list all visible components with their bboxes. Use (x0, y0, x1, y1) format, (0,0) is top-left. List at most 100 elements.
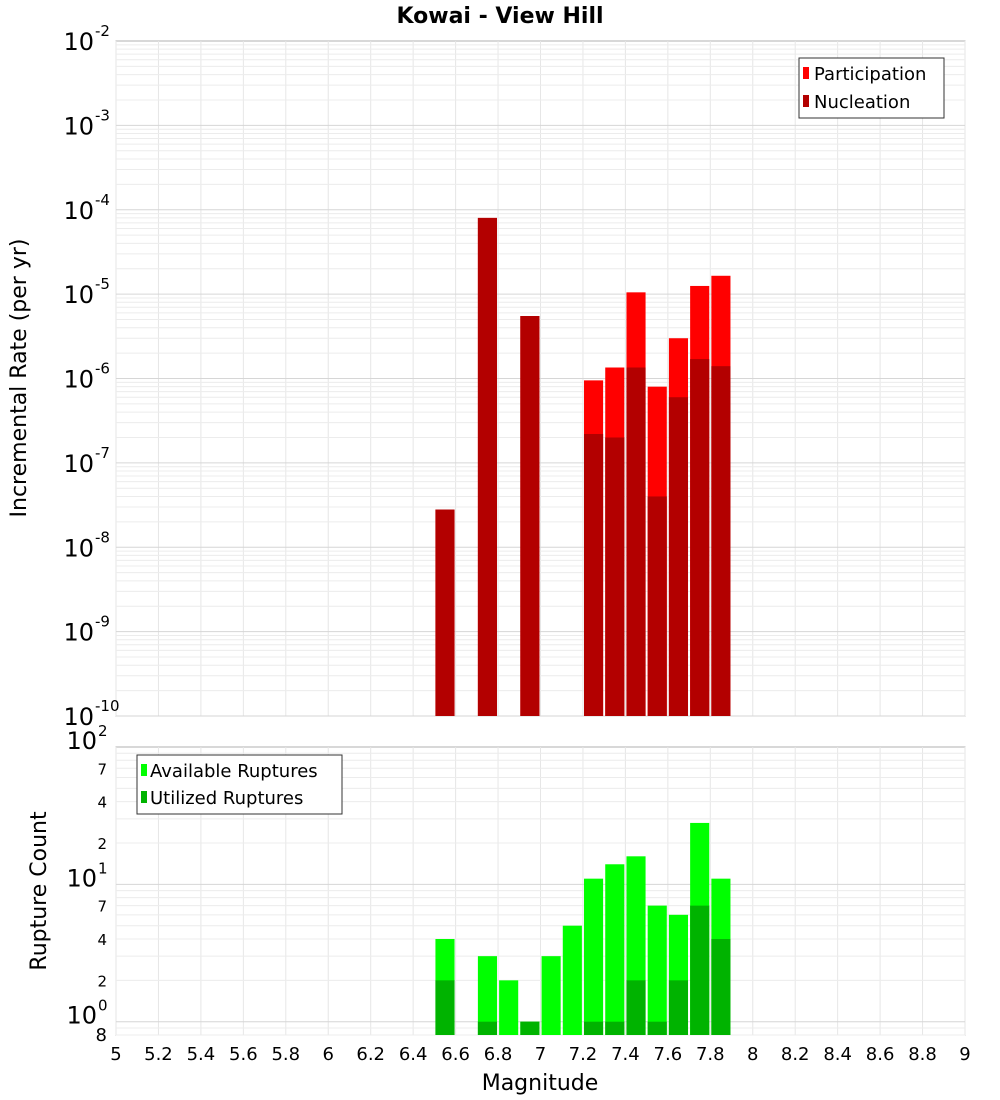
x-tick-label: 5.4 (187, 1044, 216, 1065)
legend-swatch-participation (803, 67, 809, 79)
y-tick-label: 10 (63, 703, 94, 731)
x-tick-label: 7.4 (611, 1044, 640, 1065)
legend-swatch-nucleation (803, 95, 809, 107)
x-ticks: 5 5.2 5.4 5.6 5.8 6 6.2 6.4 6.6 6.8 7 7.2 7.4 7.6 7.8 8… (110, 1044, 970, 1065)
bottom-bar-b (584, 1021, 604, 1035)
x-tick-label: 7.6 (654, 1044, 683, 1065)
y-tick-exponent: -2 (95, 22, 110, 40)
y-tick-exponent: -5 (95, 275, 110, 293)
bottom-legend-box (136, 754, 343, 815)
y-tick-exponent: -8 (95, 528, 110, 546)
bottom-bar-b (626, 980, 646, 1035)
x-tick-label: 8.2 (781, 1044, 810, 1065)
legend-label-utilized-ruptures: Utilized Ruptures (150, 788, 303, 809)
y-tick-label: 10 (63, 534, 94, 562)
y-tick-exponent: -4 (95, 191, 110, 209)
x-tick-label: 9 (959, 1044, 970, 1065)
top-bar-b (626, 367, 646, 716)
x-tick-label: 6.2 (356, 1044, 385, 1065)
x-tick-label: 8 (747, 1044, 758, 1065)
bottom-bar-b (477, 1021, 497, 1035)
y-tick-exponent: -6 (95, 360, 110, 378)
top-y-axis-label: Incremental Rate (per yr) (7, 239, 32, 518)
x-tick-label: 6.6 (441, 1044, 470, 1065)
y-tick-label: 10 (66, 727, 97, 755)
top-bars (435, 217, 731, 716)
top-bar-b (711, 366, 731, 716)
y-tick-label: 10 (66, 864, 97, 892)
legend-label-nucleation: Nucleation (814, 92, 910, 113)
bottom-bar-b (647, 1021, 667, 1035)
bottom-bar-b (690, 905, 710, 1035)
x-tick-label: 8.4 (823, 1044, 852, 1065)
y-tick-label: 10 (66, 1002, 97, 1030)
bottom-bar-b (668, 980, 689, 1035)
y-tick-exponent: -9 (95, 613, 110, 631)
top-bar-b (584, 433, 604, 716)
bottom-bar-a (541, 956, 561, 1035)
y-tick-label: 10 (63, 112, 94, 140)
top-bar-b (605, 437, 625, 716)
y-minor-tick-label: 7 (97, 760, 107, 778)
y-minor-tick-label: 7 (97, 898, 107, 916)
y-minor-tick-label: 4 (97, 931, 107, 949)
x-tick-label: 6.4 (399, 1044, 428, 1065)
y-tick-exponent: 0 (98, 997, 108, 1015)
x-tick-label: 5.8 (271, 1044, 300, 1065)
legend-swatch-utilized-ruptures (141, 791, 147, 803)
bottom-bar-a (605, 864, 625, 1035)
bottom-bar-a (562, 925, 582, 1035)
y-tick-exponent: 2 (98, 722, 108, 740)
x-tick-label: 5.2 (144, 1044, 173, 1065)
top-bar-b (520, 316, 540, 716)
bottom-y-axis-label: Rupture Count (27, 811, 52, 971)
y-tick-label: 10 (63, 28, 94, 56)
y-tick-label: 10 (63, 366, 94, 394)
y-tick-exponent: 1 (98, 859, 108, 877)
y-tick-label: 10 (63, 450, 94, 478)
legend-label-participation: Participation (814, 64, 926, 85)
x-tick-label: 6 (323, 1044, 334, 1065)
bottom-bar-a (499, 980, 519, 1035)
x-tick-label: 5 (110, 1044, 121, 1065)
top-legend-box (798, 57, 945, 119)
top-bar-b (668, 397, 689, 716)
x-tick-label: 5.6 (229, 1044, 258, 1065)
x-tick-label: 8.8 (908, 1044, 937, 1065)
y-minor-tick-label: 2 (97, 972, 107, 990)
x-tick-label: 7.8 (696, 1044, 725, 1065)
bottom-bar-a (647, 905, 667, 1035)
x-tick-label: 7.2 (569, 1044, 598, 1065)
x-tick-label: 8.6 (866, 1044, 895, 1065)
y-tick-label: 10 (63, 197, 94, 225)
bottom-legend: Available Ruptures Utilized Ruptures (136, 754, 343, 815)
bottom-bar-b (605, 1021, 625, 1035)
bottom-bar-b (711, 939, 731, 1035)
y-tick-exponent: -3 (95, 106, 110, 124)
bottom-bar-a (584, 878, 604, 1035)
top-bar-b (690, 359, 710, 716)
bottom-bar-b (435, 980, 455, 1035)
x-axis-label: Magnitude (482, 1071, 599, 1096)
top-bar-b (477, 217, 497, 716)
bottom-bar-b (520, 1021, 540, 1035)
bottom-bar-a (477, 956, 497, 1035)
top-bar-b (435, 509, 455, 716)
chart-title: Kowai - View Hill (396, 4, 603, 29)
top-bar-b (647, 496, 667, 716)
bottom-bars (435, 822, 731, 1035)
y-tick-exponent: -7 (95, 444, 110, 462)
y-minor-tick-label: 4 (97, 794, 107, 812)
y-minor-tick-label: 8 (96, 1025, 107, 1046)
x-tick-label: 7 (535, 1044, 546, 1065)
top-legend: Participation Nucleation (798, 57, 945, 119)
y-tick-exponent: -10 (95, 697, 120, 715)
legend-swatch-available-ruptures (141, 764, 147, 776)
y-minor-tick-label: 2 (97, 835, 107, 853)
y-tick-label: 10 (63, 281, 94, 309)
